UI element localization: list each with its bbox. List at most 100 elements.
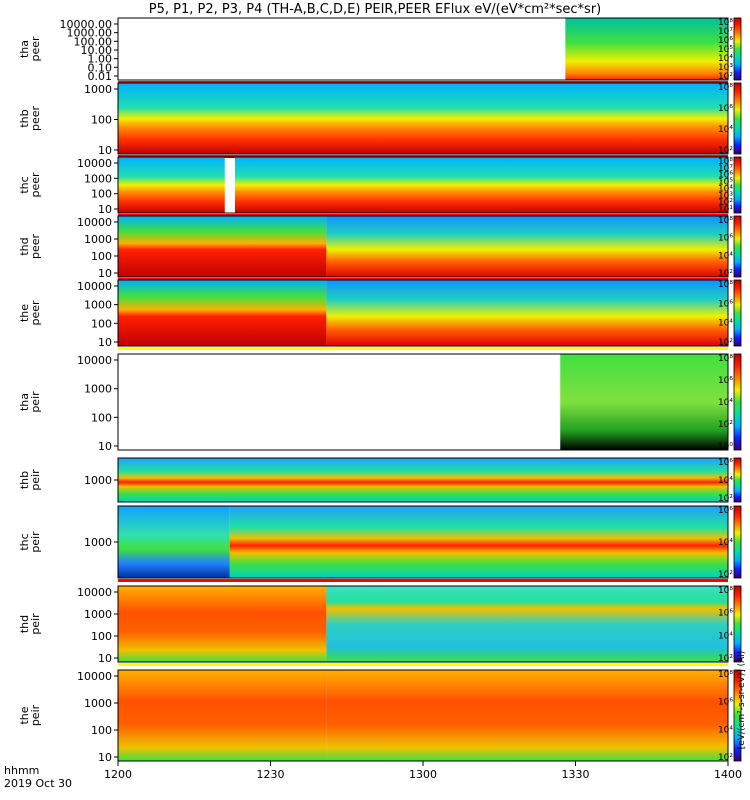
x-axis: 1200 1230 1300 1330 1400: [104, 761, 742, 781]
panel-label-instrument: peer: [29, 234, 42, 260]
colorbar: [733, 156, 742, 214]
colorbar-tick-label: 10⁸: [718, 280, 733, 290]
colorbar-tick-label: 10⁶: [718, 299, 733, 309]
colorbar-tick-label: 10⁶: [718, 506, 733, 516]
colorbar-tick-label: 10⁵: [718, 45, 733, 55]
panel-frame: [117, 279, 729, 347]
colorbar-tick-label: 10⁴: [718, 54, 733, 64]
y-tick-label: 1000: [84, 474, 112, 487]
colorbar-tick-label: 10⁴: [718, 319, 733, 329]
x-tick-label: 1400: [714, 768, 742, 781]
panel-label-probe: thc: [18, 176, 31, 193]
y-tick-label: 10: [98, 652, 112, 665]
spectrogram-segment-tha-peir-0: [560, 354, 728, 450]
colorbar-tick-label: 10⁴: [718, 398, 733, 408]
colorbar-tick-label: 10⁴: [718, 631, 733, 641]
y-tick-label: 100: [91, 630, 112, 643]
y-tick-label: 10: [98, 440, 112, 453]
colorbar-tick-label: 10⁷: [718, 27, 733, 37]
y-tick-label: 10000: [77, 280, 112, 293]
colorbar-tick-label: 10⁸: [718, 83, 733, 93]
panel-label-probe: tha: [18, 40, 31, 58]
y-tick-label: 1000: [84, 536, 112, 549]
panel-label-probe: thc: [18, 533, 31, 550]
spectrogram-segment-thd-peer-1: [326, 216, 728, 277]
y-tick-label: 0.10: [88, 61, 113, 74]
y-tick-label: 1.00: [88, 53, 113, 66]
y-tick-label: 100.00: [74, 35, 113, 48]
y-tick-label: 10: [98, 267, 112, 280]
panel-frame: [117, 215, 729, 278]
colorbar-tick-label: 10⁴: [718, 251, 733, 261]
y-tick-label: 10: [98, 751, 112, 764]
colorbar-tick-label: 10²: [718, 198, 733, 208]
colorbar-tick-label: 10⁰: [718, 442, 733, 452]
y-tick-label: 10: [98, 144, 112, 157]
spectrogram-segment-thd-peir-1: [326, 586, 728, 662]
panel-thc-peer: 10000100010010thcpeer10⁸10⁷10⁶10⁵10⁴10³1…: [18, 156, 742, 217]
colorbar-tick-label: 10⁶: [718, 609, 733, 619]
y-tick-label: 1000: [84, 608, 112, 621]
panel-frame: [117, 17, 729, 81]
colorbar: [733, 585, 742, 663]
panel-bottom-stripe: [118, 663, 728, 666]
spectrogram-segment-the-peir-0: [118, 670, 327, 761]
panel-label-probe: thb: [18, 471, 31, 489]
colorbar-tick-label: 10⁸: [718, 670, 733, 680]
panel-label-instrument: peir: [29, 613, 42, 635]
spectrogram-segment-thd-peir-0: [118, 586, 327, 662]
figure-title: P5, P1, P2, P3, P4 (TH-A,B,C,D,E) PEIR,P…: [149, 2, 602, 17]
y-tick-label: 1000: [84, 83, 112, 96]
panel-label-instrument: peer: [29, 172, 42, 198]
x-tick-label: 1330: [562, 768, 590, 781]
x-axis-label-hhmm: hhmm: [4, 764, 39, 777]
colorbar-tick-label: 10⁶: [718, 698, 733, 708]
colorbar-tick-label: 10⁴: [718, 476, 733, 486]
y-tick-label: 100: [91, 411, 112, 424]
colorbar-tick-label: 10²: [718, 494, 733, 504]
colorbar: [733, 279, 742, 347]
panel-label-probe: thd: [18, 237, 31, 255]
y-tick-label: 10000: [77, 670, 112, 683]
spectrogram-segment-thd-peer-0: [118, 216, 327, 277]
colorbar-tick-label: 10⁶: [718, 376, 733, 386]
panel-label-probe: the: [18, 304, 31, 322]
x-tick-label: 1300: [409, 768, 437, 781]
panel-frame: [117, 156, 729, 214]
spectrogram-segment-thc-peer-1: [234, 157, 728, 213]
colorbar-tick-label: 10⁶: [718, 36, 733, 46]
y-tick-label: 100: [91, 317, 112, 330]
y-tick-label: 10.00: [81, 44, 113, 57]
x-tick-label: 1230: [257, 768, 285, 781]
colorbar-tick-label: 10³: [718, 191, 733, 201]
y-tick-label: 100: [91, 724, 112, 737]
panel-label-instrument: peir: [29, 391, 42, 413]
colorbar-tick-label: 10⁶: [718, 234, 733, 244]
colorbar: [733, 669, 742, 762]
colorbar-tick-label: 10⁴: [718, 184, 733, 194]
y-tick-label: 1000: [84, 172, 112, 185]
panel-label-instrument: peir: [29, 704, 42, 726]
panel-label-instrument: peir: [29, 531, 42, 553]
colorbar-tick-label: 10⁸: [718, 18, 733, 28]
colorbar-tick-label: 10³: [718, 63, 733, 73]
panel-label-instrument: peer: [29, 106, 42, 132]
y-tick-label: 1000: [84, 299, 112, 312]
colorbar: [733, 215, 742, 278]
y-tick-label: 10000: [77, 354, 112, 367]
colorbar-tick-label: 10⁸: [718, 216, 733, 226]
panel-label-probe: thb: [18, 109, 31, 127]
spectrogram-segment-thc-peer-0: [118, 157, 225, 213]
spectrogram-segment-tha-peer-0: [565, 18, 728, 80]
colorbar-tick-label: 10⁴: [718, 538, 733, 548]
panel-label-probe: thd: [18, 615, 31, 633]
y-tick-label: 10000: [77, 157, 112, 170]
colorbar: [733, 82, 742, 155]
